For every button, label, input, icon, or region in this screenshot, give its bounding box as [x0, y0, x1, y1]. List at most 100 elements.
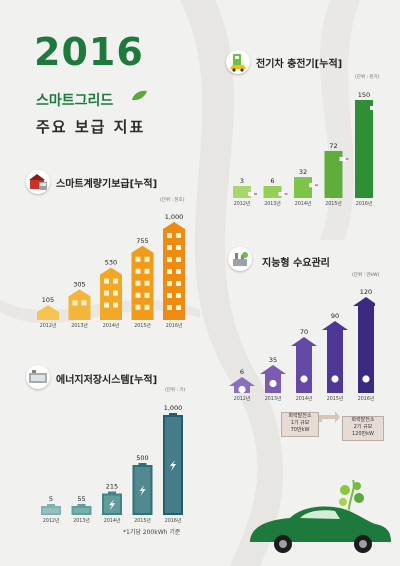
ev-charger-icon — [226, 50, 250, 74]
ev-charger-bar-4 — [355, 100, 373, 198]
chart-ev-svg: 3 2012년 6 2013년 32 2014년 72 2015년 150 2016년 — [233, 91, 379, 207]
energy-storage-value-label-1: 55 — [77, 495, 85, 503]
energy-storage-cap-1 — [77, 504, 86, 507]
energy-storage-bolt-4 — [170, 460, 176, 471]
ev-charger-bar-3 — [324, 150, 343, 198]
page-subtitle-indicators: 주요 보급 지표 — [36, 118, 146, 136]
ev-charger-category-label-0: 2012년 — [234, 200, 251, 207]
energy-storage-bolt-2 — [109, 499, 115, 511]
smart-meter-category-label-2: 2014년 — [103, 322, 120, 329]
demand-mgmt-category-label-0: 2012년 — [234, 395, 251, 402]
smart-meter-window-4-1-a — [167, 245, 172, 250]
smart-meter-window-4-5-b — [176, 293, 181, 298]
smart-meter-window-3-1-a — [135, 268, 141, 274]
chart-demand-svg: 6 2012년 35 2013년 70 2014년 90 2015년 120 2016년 — [229, 288, 379, 402]
callout-2-line-3: 120만kW — [352, 431, 374, 437]
smart-meter-bar-0 — [37, 305, 59, 320]
ev-car-illustration — [250, 480, 391, 553]
demand-mgmt-bar-3 — [322, 321, 348, 393]
demand-mgmt-value-label-2: 70 — [300, 328, 308, 336]
ev-charger-category-label-2: 2014년 — [295, 200, 312, 207]
power-plant-icon — [228, 247, 252, 271]
ev-charger-category-label-3: 2015년 — [325, 200, 342, 207]
callout-2: 화력발전소 2기 규모 120만kW — [342, 416, 384, 441]
demand-mgmt-category-label-2: 2014년 — [296, 395, 313, 402]
smart-meter-window-4-1-b — [176, 245, 181, 250]
energy-storage-bolt-3 — [139, 485, 146, 496]
smart-meter-window-2-0-b — [113, 278, 118, 284]
ev-charger-category-label-1: 2013년 — [264, 200, 281, 207]
ev-charger-plug-2 — [309, 183, 315, 188]
energy-storage-value-label-0: 5 — [49, 495, 53, 503]
ev-charger-value-label-4: 150 — [358, 91, 370, 99]
energy-storage-category-label-3: 2015년 — [134, 517, 151, 524]
demand-mgmt-chart: 6 2012년 35 2013년 70 2014년 90 2015년 120 2016년 — [225, 280, 379, 412]
energy-storage-category-label-4: 2016년 — [165, 517, 182, 524]
callout-2-line-2: 2기 규모 — [353, 424, 373, 430]
smart-meter-window-3-2-a — [135, 280, 141, 286]
smart-meter-category-label-0: 2012년 — [40, 322, 57, 329]
smart-meter-icon — [26, 170, 50, 194]
ev-charger-title: 전기차 충전기[누적] — [256, 59, 343, 70]
smart-meter-bar-2 — [100, 267, 122, 320]
smart-meter-unit: (단위 : 천호) — [160, 198, 185, 203]
energy-storage-unit: (단위 : 기) — [165, 388, 186, 393]
ev-charger-value-label-2: 32 — [299, 168, 307, 176]
smart-meter-window-4-6-a — [167, 305, 172, 310]
energy-storage-category-label-2: 2014년 — [104, 517, 121, 524]
smart-meter-category-label-1: 2013년 — [71, 322, 88, 329]
demand-mgmt-bolt-4 — [362, 375, 370, 383]
smart-meter-window-2-2-a — [104, 302, 109, 308]
callout-1: 화력발전소 1기 규모 70만kW — [281, 412, 319, 437]
demand-mgmt-bar-4 — [353, 297, 379, 393]
demand-mgmt-category-label-3: 2015년 — [327, 395, 344, 402]
smart-meter-window-3-3-b — [144, 292, 150, 298]
demand-mgmt-bolt-3 — [331, 375, 339, 383]
demand-mgmt-category-label-4: 2016년 — [358, 395, 375, 402]
page-year-title: 2016 — [34, 30, 144, 74]
ev-charger-value-label-1: 6 — [270, 177, 274, 185]
ev-charger-value-label-0: 3 — [240, 177, 244, 185]
energy-storage-cap-0 — [47, 504, 55, 507]
smart-meter-window-4-0-a — [167, 233, 172, 238]
smart-meter-window-4-6-b — [176, 305, 181, 310]
smart-meter-value-label-1: 305 — [73, 280, 85, 288]
demand-mgmt-bar-0 — [229, 377, 255, 393]
energy-storage-cap-2 — [108, 491, 116, 495]
ev-charger-category-label-4: 2016년 — [356, 200, 373, 207]
smart-meter-window-2-1-a — [104, 290, 109, 296]
demand-mgmt-bolt-1 — [269, 379, 277, 388]
energy-storage-bar-0 — [41, 506, 61, 515]
smart-meter-window-3-2-b — [144, 280, 150, 286]
callout-1-line-3: 70만kW — [290, 427, 310, 433]
chart-meter-svg: 105 2012년 305 2013년 530 2014년 755 2015년 1,000 201… — [37, 213, 185, 329]
demand-mgmt-value-label-4: 120 — [360, 288, 372, 296]
callout-2-line-1: 화력발전소 — [351, 417, 375, 423]
smart-meter-window-3-4-a — [135, 304, 141, 310]
demand-mgmt-bar-2 — [291, 337, 317, 393]
energy-storage-value-label-2: 215 — [106, 483, 118, 491]
smart-meter-window-4-3-a — [167, 269, 172, 274]
demand-mgmt-value-label-1: 35 — [269, 356, 277, 364]
energy-storage-shine-0 — [43, 508, 59, 513]
smart-meter-window-2-2-b — [113, 302, 118, 308]
page-subtitle-smartgrid: 스마트그리드 — [36, 93, 114, 109]
ev-charger-plug-4 — [370, 106, 376, 110]
energy-storage-cap-4 — [169, 413, 177, 416]
callout-1-line-1: 화력발전소 — [288, 413, 312, 419]
ev-charger-bar-0 — [233, 186, 251, 198]
smart-meter-window-2-1-b — [113, 290, 118, 296]
demand-mgmt-unit: (단위 : 만kW) — [352, 273, 380, 278]
smart-meter-window-2-0-a — [104, 278, 109, 284]
energy-storage-value-label-3: 500 — [136, 454, 148, 462]
smart-meter-window-4-4-b — [176, 281, 181, 286]
smart-meter-value-label-3: 755 — [136, 237, 148, 245]
smart-meter-window-4-2-a — [167, 257, 172, 262]
smart-meter-category-label-3: 2015년 — [134, 322, 151, 329]
smart-meter-window-4-5-a — [167, 293, 172, 298]
smart-meter-value-label-0: 105 — [42, 296, 54, 304]
demand-mgmt-category-label-1: 2013년 — [265, 395, 282, 402]
smart-meter-bar-4 — [163, 222, 185, 320]
smart-meter-chart: 105 2012년 305 2013년 530 2014년 755 2015년 1,000 201… — [30, 200, 185, 339]
